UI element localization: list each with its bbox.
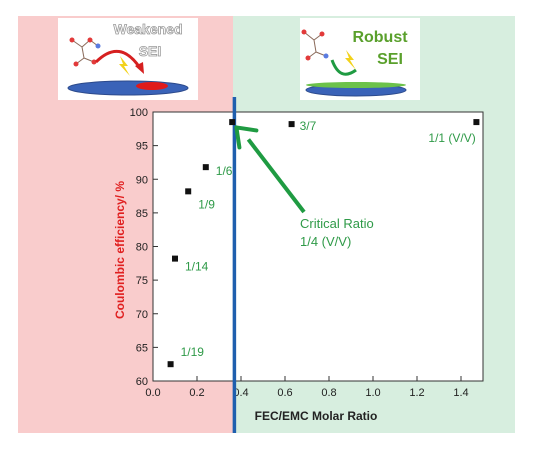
lightning-icon	[119, 56, 130, 76]
data-point	[473, 119, 480, 126]
robust-sei-panel: Robust SEI	[300, 18, 420, 100]
data-point	[167, 361, 174, 368]
y-tick-label: 100	[130, 107, 148, 119]
robust-sei-label: SEI	[377, 51, 403, 68]
lightning-icon-2	[345, 50, 356, 70]
y-tick-label: 85	[136, 208, 148, 220]
y-tick-label: 75	[136, 275, 148, 287]
x-tick-label: 0.4	[233, 387, 248, 399]
molecule-attack-icon	[69, 37, 101, 67]
point-label: 1/9	[198, 197, 215, 211]
robust-title: Robust	[352, 29, 408, 46]
x-axis-title: FEC/EMC Molar Ratio	[255, 409, 378, 423]
weakened-sei-panel: Weakened SEI	[58, 18, 198, 100]
y-tick-label: 60	[136, 376, 148, 388]
weak-sei-patch	[136, 82, 168, 90]
data-point	[288, 121, 295, 128]
plot-area	[153, 112, 483, 381]
attack-arrowhead-icon	[135, 62, 144, 74]
y-tick-label: 90	[136, 174, 148, 186]
data-point	[172, 255, 178, 262]
x-tick-label: 0.2	[189, 387, 204, 399]
point-label: 1/1 (V/V)	[428, 131, 475, 145]
critical-ratio-value: 1/4 (V/V)	[300, 234, 351, 249]
robust-sei-layer	[306, 82, 406, 88]
x-tick-label: 0.6	[277, 387, 292, 399]
x-tick-label: 1.0	[365, 387, 380, 399]
weakened-title: Weakened	[114, 21, 183, 37]
x-tick-label: 0.8	[321, 387, 336, 399]
point-label: 1/19	[181, 345, 205, 359]
data-point	[202, 164, 209, 171]
attack-arrow-icon	[94, 50, 142, 69]
y-tick-label: 95	[136, 141, 148, 153]
data-point	[185, 188, 192, 195]
x-tick-label: 0.0	[145, 387, 160, 399]
point-label: 3/7	[300, 119, 317, 133]
point-label: 1/14	[185, 260, 209, 274]
data-point	[229, 119, 236, 126]
electrode-disc	[67, 80, 189, 96]
y-tick-label: 65	[136, 342, 148, 354]
x-tick-label: 1.2	[409, 387, 424, 399]
critical-arrow-shaft	[246, 138, 306, 214]
weakened-sei-label: SEI	[139, 43, 162, 59]
critical-arrow-head	[234, 125, 259, 150]
plot-robust-area	[234, 112, 483, 381]
y-axis-title: Coulombic efficiency/ %	[113, 181, 127, 319]
plot-layer: 60 65 70 75 80 85 90 95 100 0.0 0.2 0.4 0.6 0.8 1.0 1.2…	[130, 97, 484, 433]
critical-ratio-label: Critical Ratio	[300, 216, 374, 231]
protect-arrow-icon	[330, 59, 357, 76]
x-tick-label: 1.4	[453, 387, 468, 399]
molecule-protect-icon	[301, 29, 329, 61]
y-tick-label: 70	[136, 309, 148, 321]
y-tick-label: 80	[136, 242, 148, 254]
point-label: 1/6	[216, 164, 233, 178]
